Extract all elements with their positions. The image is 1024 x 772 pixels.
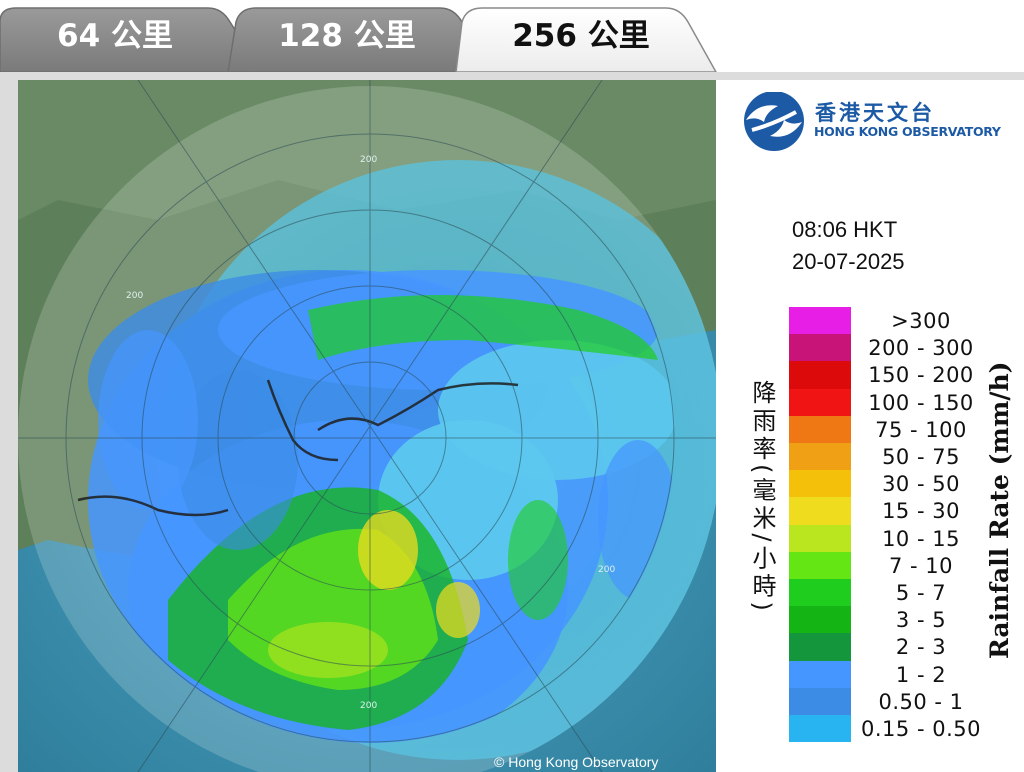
timestamp-time: 08:06 HKT bbox=[792, 217, 898, 242]
legend-swatch bbox=[789, 470, 851, 498]
legend-swatch bbox=[789, 307, 851, 335]
tab-256km-shape[interactable] bbox=[455, 7, 717, 72]
legend-item: 75 - 100 bbox=[788, 415, 988, 443]
legend-range-label: 1 - 2 bbox=[895, 662, 947, 687]
legend-item: 200 - 300 bbox=[788, 334, 988, 362]
range-rings bbox=[18, 80, 716, 772]
legend-item: 7 - 10 bbox=[788, 551, 988, 579]
radar-image: 200 200 200 200 bbox=[18, 80, 716, 772]
legend-range-label: 75 - 100 bbox=[875, 417, 967, 442]
legend-item: 30 - 50 bbox=[788, 470, 988, 498]
legend-swatch bbox=[789, 660, 851, 688]
legend-range-label: 15 - 30 bbox=[882, 499, 960, 524]
legend-range-label: 7 - 10 bbox=[888, 553, 953, 578]
legend-title-cn: 降雨率(毫米/小時) bbox=[748, 380, 776, 615]
legend-range-label: >300 bbox=[891, 309, 951, 333]
hko-logo-icon bbox=[744, 92, 804, 151]
ring-label-east: 200 bbox=[598, 565, 615, 575]
legend-item: 50 - 75 bbox=[788, 443, 988, 471]
tab-128km[interactable]: 128 公里 bbox=[278, 18, 416, 54]
legend-range-label: 200 - 300 bbox=[868, 336, 974, 361]
legend-range-label: 2 - 3 bbox=[895, 635, 947, 660]
legend-swatch bbox=[789, 579, 851, 607]
legend-item: 10 - 15 bbox=[788, 524, 988, 552]
rainfall-legend: >300 200 - 300 150 - 200 100 - 150 75 - 100 5… bbox=[788, 307, 988, 743]
legend-item: 2 - 3 bbox=[788, 633, 988, 661]
ring-label-north: 200 bbox=[360, 155, 377, 165]
legend-item: 100 - 150 bbox=[788, 388, 988, 416]
legend-range-label: 30 - 50 bbox=[882, 472, 960, 497]
legend-swatch bbox=[789, 388, 851, 416]
legend-swatch bbox=[789, 524, 851, 552]
timestamp-date: 20-07-2025 bbox=[792, 249, 905, 274]
logo-name-en: HONG KONG OBSERVATORY bbox=[814, 124, 1001, 139]
legend-swatch bbox=[789, 361, 851, 389]
legend-title-en: Rainfall Rate (mm/h) bbox=[985, 361, 1014, 659]
legend-range-label: 3 - 5 bbox=[895, 608, 947, 633]
tab-256km[interactable]: 256 公里 bbox=[512, 18, 650, 54]
copyright-text: © Hong Kong Observatory bbox=[494, 754, 659, 770]
legend-swatch bbox=[789, 551, 851, 579]
range-tabs: 64 公里 128 公里 256 公里 bbox=[0, 0, 1024, 72]
legend-swatch bbox=[789, 633, 851, 661]
ring-label-south: 200 bbox=[360, 701, 377, 711]
legend-item: 1 - 2 bbox=[788, 660, 988, 688]
logo-name-cn: 香港天文台 bbox=[815, 101, 935, 125]
legend-range-label: 0.15 - 0.50 bbox=[861, 717, 981, 741]
legend-item: 3 - 5 bbox=[788, 606, 988, 634]
legend-range-label: 50 - 75 bbox=[882, 445, 960, 469]
legend-swatch bbox=[789, 687, 851, 715]
legend-swatch bbox=[789, 715, 851, 743]
legend-range-label: 5 - 7 bbox=[895, 581, 947, 605]
legend-swatch bbox=[789, 497, 851, 525]
ring-label-west: 200 bbox=[126, 291, 143, 301]
legend-swatch bbox=[789, 443, 851, 471]
legend-swatch bbox=[789, 606, 851, 634]
legend-item: 150 - 200 bbox=[788, 361, 988, 389]
legend-item: 15 - 30 bbox=[788, 497, 988, 525]
legend-swatch bbox=[789, 415, 851, 443]
legend-range-label: 10 - 15 bbox=[882, 526, 960, 551]
legend-item: 5 - 7 bbox=[788, 579, 988, 607]
legend-item: 0.50 - 1 bbox=[788, 687, 988, 715]
tab-128km-shape[interactable] bbox=[227, 7, 495, 72]
legend-range-label: 0.50 - 1 bbox=[878, 689, 964, 714]
tab-64km[interactable]: 64 公里 bbox=[57, 18, 173, 54]
legend-range-label: 150 - 200 bbox=[868, 363, 974, 388]
tab-shapes bbox=[0, 7, 717, 72]
legend-range-label: 100 - 150 bbox=[868, 390, 974, 415]
legend-item: 0.15 - 0.50 bbox=[788, 715, 988, 743]
legend-item: >300 bbox=[788, 307, 988, 335]
coastline bbox=[77, 379, 519, 517]
legend-swatch bbox=[789, 334, 851, 362]
radar-map-svg: 200 200 200 200 bbox=[18, 80, 716, 772]
tab-64km-shape[interactable] bbox=[0, 7, 263, 72]
